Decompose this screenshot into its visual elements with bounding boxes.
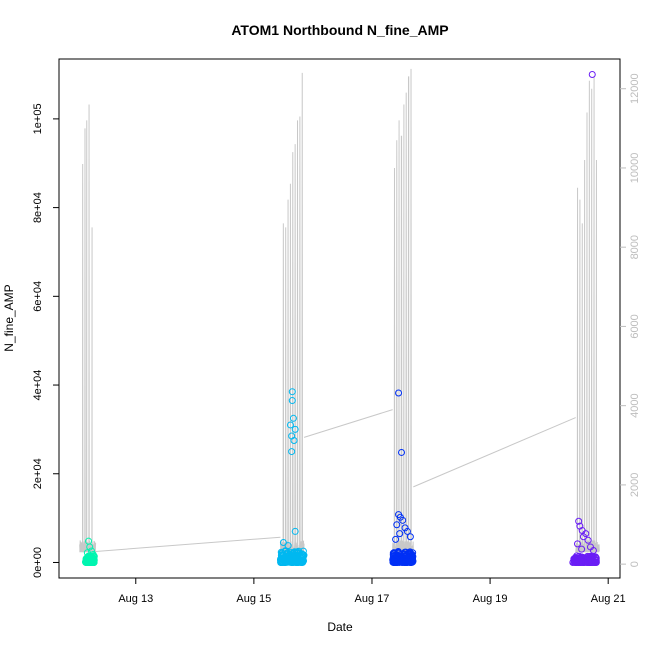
data-point	[398, 558, 406, 566]
y-tick-label: 6e+04	[32, 281, 44, 312]
data-point	[409, 553, 417, 561]
data-point	[584, 558, 592, 566]
data-point	[393, 521, 401, 529]
data-point	[87, 557, 95, 565]
line-burst	[392, 68, 414, 555]
line-burst	[79, 104, 97, 554]
data-point	[291, 425, 299, 433]
y2-tick-label: 2000	[629, 473, 641, 497]
data-point	[579, 533, 587, 541]
data-point	[287, 558, 295, 566]
data-point	[578, 545, 586, 553]
data-point	[584, 536, 592, 544]
data-point	[402, 558, 410, 566]
data-point	[289, 414, 297, 422]
data-point	[281, 548, 289, 555]
y2-tick-label: 0	[629, 561, 641, 567]
data-point	[286, 548, 294, 556]
plot-frame	[58, 58, 621, 579]
x-axis: Aug 13 Aug 15 Aug 17 Aug 19 Aug 21	[118, 578, 626, 605]
data-point	[285, 551, 293, 559]
x-axis-label: Date	[327, 620, 353, 634]
data-point	[406, 533, 414, 541]
data-point	[396, 530, 404, 538]
data-point	[86, 543, 94, 551]
line-series	[79, 68, 600, 555]
y-tick-label: 2e+04	[32, 458, 44, 489]
data-point	[89, 550, 97, 558]
data-point	[575, 517, 583, 525]
line-burst	[575, 76, 600, 553]
y-tick-label: 4e+04	[32, 370, 44, 401]
y2-tick-label: 12000	[629, 73, 641, 104]
data-point	[573, 558, 581, 566]
chart-title: ATOM1 Northbound N_fine_AMP	[231, 22, 448, 38]
data-point	[290, 555, 298, 563]
data-point	[87, 547, 95, 555]
point-series	[82, 71, 600, 566]
data-point	[277, 555, 285, 563]
data-point	[284, 542, 292, 550]
data-point	[572, 555, 580, 563]
y-tick-label: 0e+00	[32, 547, 44, 578]
data-point	[279, 539, 287, 547]
line-connector	[303, 409, 393, 438]
data-point	[398, 448, 406, 456]
data-point	[588, 71, 596, 79]
data-point	[403, 558, 411, 566]
data-point	[577, 558, 584, 566]
y2-tick-label: 10000	[629, 153, 641, 184]
data-point	[277, 558, 285, 566]
line-connector	[95, 536, 281, 552]
y2-tick-label: 8000	[629, 235, 641, 259]
data-point	[298, 557, 306, 565]
data-point	[291, 527, 299, 535]
data-point	[589, 547, 597, 554]
data-point	[589, 558, 597, 566]
data-point	[401, 524, 409, 532]
data-point	[288, 397, 296, 405]
data-point	[404, 549, 412, 557]
data-point	[299, 551, 307, 559]
x-tick-label: Aug 13	[118, 593, 153, 605]
y2-tick-label: 6000	[629, 314, 641, 338]
data-point	[298, 550, 306, 558]
x-tick-label: Aug 19	[473, 593, 508, 605]
data-point	[391, 556, 399, 564]
y-tick-label: 1e+05	[32, 103, 44, 134]
x-tick-label: Aug 15	[236, 593, 271, 605]
data-point	[288, 448, 296, 456]
data-point	[399, 516, 407, 524]
x-tick-label: Aug 21	[591, 593, 626, 605]
data-point	[395, 389, 403, 397]
data-point	[290, 558, 298, 566]
y-axis-label: N_fine_AMP	[2, 284, 16, 351]
y-axis: 0e+00 2e+04 4e+04 6e+04 8e+04 1e+05	[32, 103, 59, 578]
y-tick-label: 8e+04	[32, 192, 44, 223]
data-point	[403, 527, 411, 535]
line-connector	[413, 417, 576, 488]
y2-axis: 0 2000 4000 6000 8000 10000 12000	[620, 73, 641, 567]
data-point	[290, 436, 298, 444]
data-point	[395, 549, 403, 557]
data-point	[392, 535, 400, 543]
data-point	[394, 547, 402, 555]
line-burst	[279, 72, 305, 554]
data-point	[288, 388, 296, 396]
x-tick-label: Aug 17	[355, 593, 390, 605]
data-point	[286, 421, 294, 429]
data-point	[573, 540, 581, 548]
data-point	[588, 558, 596, 566]
y2-tick-label: 4000	[629, 393, 641, 417]
